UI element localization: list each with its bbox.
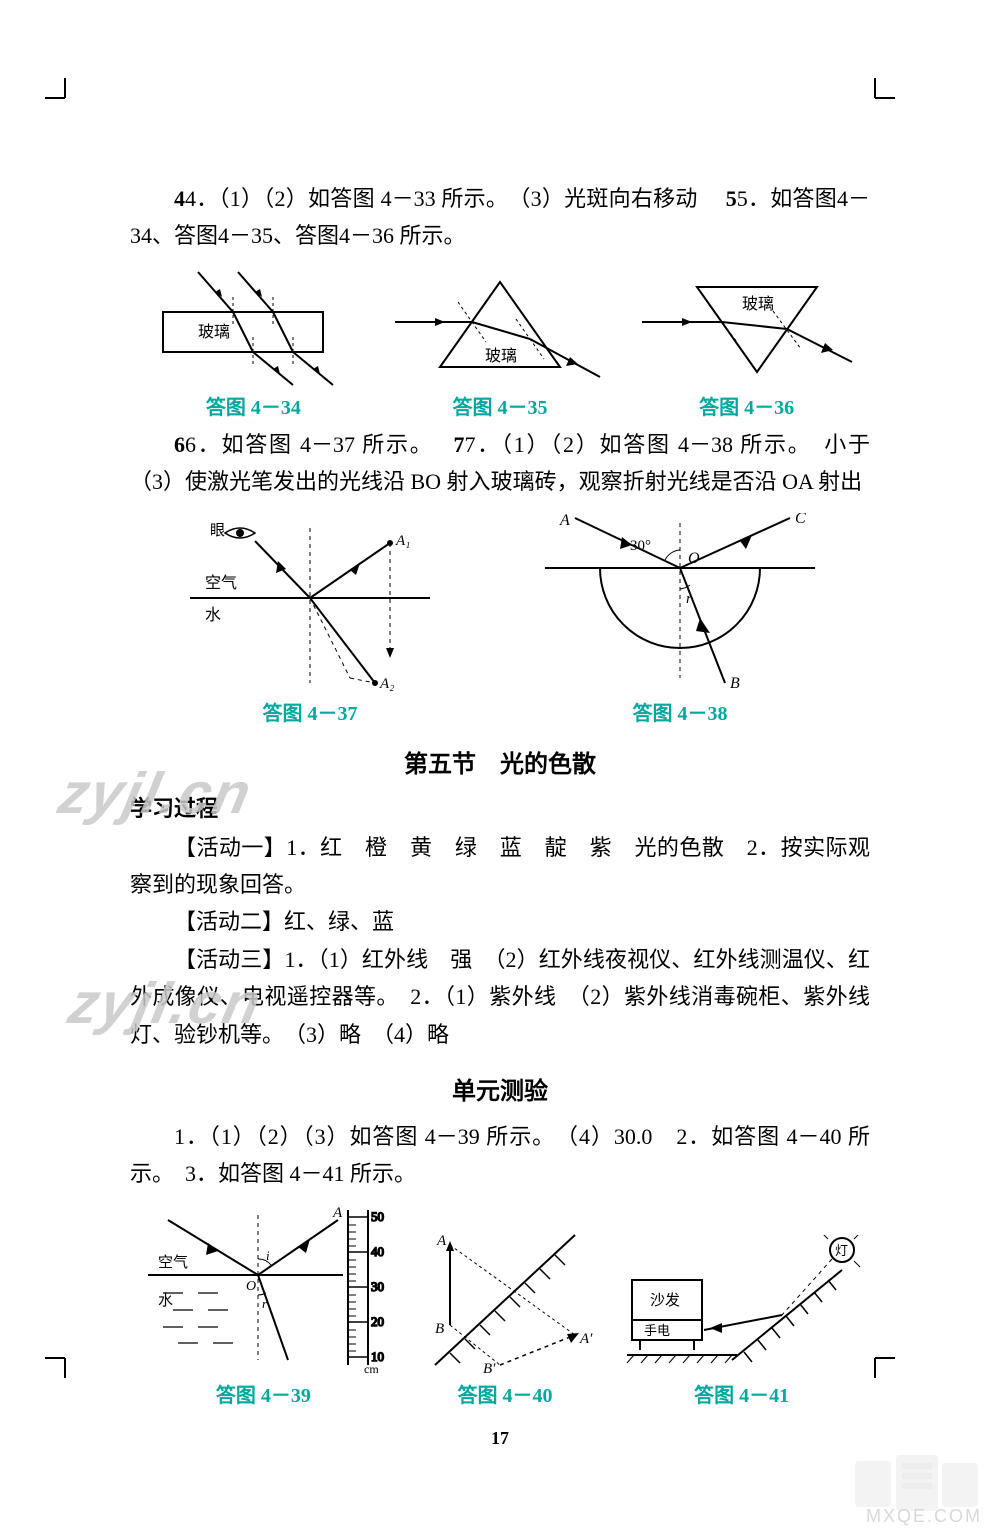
q4-num: 4	[174, 186, 185, 211]
caption-4-35: 答图 4－35	[452, 391, 547, 420]
figure-4-41: 沙发 手电 灯 答图 4－41	[622, 1235, 862, 1408]
diagram-glass-slab: 玻璃	[143, 267, 363, 387]
figure-row-2: 空气 水 眼 A₁ A₂	[130, 513, 870, 726]
q4-text: 4．（1）（2）如答图 4－33 所示。 （3）光斑向右移动	[185, 186, 720, 211]
label-glass: 玻璃	[742, 295, 774, 313]
test-question-1: 1．（1）（2）（3）如答图 4－39 所示。 （4）30.0 2．如答图 4－…	[130, 1118, 870, 1193]
q6-num: 6	[174, 432, 185, 457]
question-4-5: 44．（1）（2）如答图 4－33 所示。 （3）光斑向右移动 55．如答图4－…	[130, 180, 870, 255]
diagram-mirror-image: A B A′ B′	[405, 1215, 605, 1375]
mxqe-watermark: MXQE.COM	[866, 1506, 982, 1527]
caption-4-39: 答图 4－39	[216, 1379, 311, 1408]
diagram-prism-up: 玻璃	[390, 267, 610, 387]
question-6-7: 66．如答图 4－37 所示。 77．（1）（2）如答图 4－38 所示。 小于…	[130, 426, 870, 501]
diagram-eye-refraction: 空气 水 眼 A₁ A₂	[170, 513, 450, 693]
label-water: 水	[158, 1292, 173, 1309]
label-glass: 玻璃	[485, 347, 517, 365]
svg-text:30: 30	[371, 1279, 384, 1294]
label-A: A	[332, 1205, 343, 1221]
svg-text:20: 20	[371, 1314, 384, 1329]
figure-4-34: 玻璃 答图 4－34	[143, 267, 363, 420]
unit-test-title: 单元测验	[130, 1071, 870, 1106]
label-A1: A₁	[395, 533, 410, 549]
activity-2: 【活动二】红、绿、蓝	[130, 903, 870, 940]
label-hand: 手电	[644, 1323, 670, 1338]
figure-4-40: A B A′ B′ 答图 4－40	[405, 1215, 605, 1408]
q5-num: 5	[726, 186, 737, 211]
label-O: O	[246, 1279, 256, 1294]
page-number: 17	[130, 1428, 870, 1449]
q6-text: 6．如答图 4－37 所示。	[185, 432, 446, 457]
diagram-ruler-refraction: 空气 水 O A	[138, 1205, 388, 1375]
svg-text:50: 50	[371, 1209, 384, 1224]
label-water: 水	[205, 606, 221, 624]
label-glass: 玻璃	[198, 323, 230, 341]
diagram-semicircle-refraction: O A C B 30° r	[530, 513, 830, 693]
label-Ap: A′	[579, 1331, 593, 1347]
caption-4-41: 答图 4－41	[694, 1379, 789, 1408]
label-angle: 30°	[630, 538, 651, 554]
caption-4-38: 答图 4－38	[633, 697, 728, 726]
label-B: B	[730, 675, 740, 692]
section-5-title: 第五节 光的色散	[130, 744, 870, 779]
diagram-sofa-mirror: 沙发 手电 灯	[622, 1235, 862, 1375]
figure-4-39: 空气 水 O A	[138, 1205, 388, 1408]
figure-4-38: O A C B 30° r 答图 4－38	[530, 513, 830, 726]
caption-4-36: 答图 4－36	[699, 391, 794, 420]
process-heading: 学习过程	[130, 791, 870, 823]
label-A: A	[559, 513, 570, 529]
q7-num: 7	[454, 432, 465, 457]
label-Bp: B′	[483, 1361, 496, 1375]
figure-4-37: 空气 水 眼 A₁ A₂	[170, 513, 450, 726]
label-lamp: 灯	[835, 1243, 848, 1258]
label-A2: A₂	[379, 676, 394, 692]
page: 44．（1）（2）如答图 4－33 所示。 （3）光斑向右移动 55．如答图4－…	[0, 0, 1000, 1529]
figure-row-1: 玻璃 答图 4－34	[130, 267, 870, 420]
label-C: C	[795, 513, 806, 527]
label-eye: 眼	[210, 523, 225, 539]
label-sofa: 沙发	[650, 1292, 680, 1309]
figure-row-3: 空气 水 O A	[130, 1205, 870, 1408]
figure-4-36: 玻璃 答图 4－36	[637, 267, 857, 420]
activity-1: 【活动一】1．红 橙 黄 绿 蓝 靛 紫 光的色散 2．按实际观察到的现象回答。	[130, 829, 870, 904]
figure-4-35: 玻璃 答图 4－35	[390, 267, 610, 420]
label-r: r	[686, 591, 692, 607]
label-B: B	[435, 1321, 444, 1337]
caption-4-37: 答图 4－37	[263, 697, 358, 726]
label-cm: cm	[364, 1362, 379, 1375]
label-A: A	[436, 1233, 447, 1249]
label-air: 空气	[205, 574, 237, 592]
activity-3: 【活动三】1．（1）红外线 强 （2）红外线夜视仪、红外线测温仪、红外成像仪、电…	[130, 941, 870, 1053]
label-i: i	[266, 1248, 270, 1263]
caption-4-40: 答图 4－40	[457, 1379, 552, 1408]
caption-4-34: 答图 4－34	[206, 391, 301, 420]
diagram-prism-down: 玻璃	[637, 267, 857, 387]
svg-text:40: 40	[371, 1244, 384, 1259]
label-air: 空气	[158, 1254, 188, 1271]
